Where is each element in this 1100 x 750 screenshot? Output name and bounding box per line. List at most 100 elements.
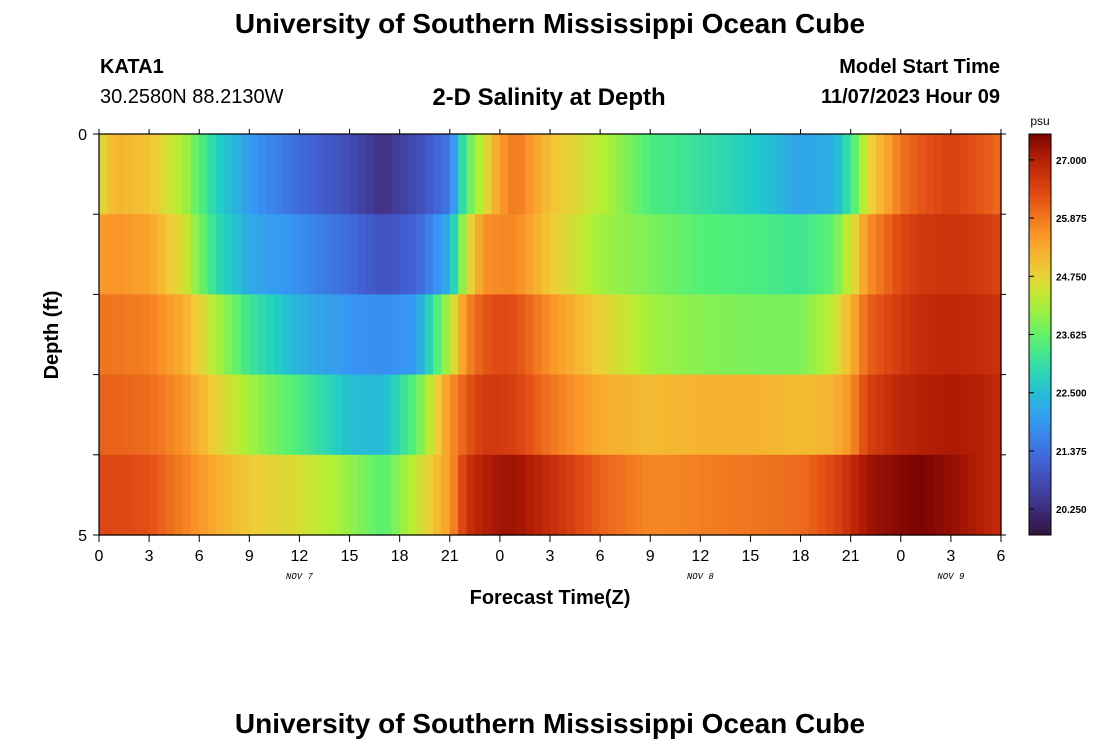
heatmap-cell (299, 134, 309, 215)
heatmap-cell (625, 134, 635, 215)
heatmap-cell (491, 214, 501, 295)
heatmap-cell (215, 134, 225, 215)
heatmap-cell (441, 454, 451, 536)
heatmap-cell (416, 374, 426, 456)
station-coordinates: 30.2580N 88.2130W (100, 86, 284, 108)
heatmap-cell (332, 294, 342, 376)
heatmap-cell (717, 374, 726, 456)
heatmap-cell (708, 294, 718, 376)
heatmap-cell (808, 214, 818, 295)
heatmap-cell (124, 294, 134, 376)
page-title: University of Southern Mississippi Ocean… (234, 8, 866, 39)
heatmap-cell (165, 294, 175, 376)
heatmap-cell (867, 214, 877, 295)
heatmap-cell (808, 294, 818, 376)
heatmap-cell (291, 214, 301, 295)
heatmap-cell (783, 294, 793, 376)
heatmap-cell (558, 454, 568, 536)
heatmap-cell (282, 454, 292, 536)
heatmap-cell (240, 214, 250, 295)
heatmap-cell (683, 214, 693, 295)
heatmap-cell (850, 214, 860, 295)
heatmap-cell (349, 454, 359, 536)
heatmap-cell (950, 214, 960, 295)
heatmap-cell (550, 214, 559, 295)
heatmap-cell (483, 214, 493, 295)
heatmap-cell (458, 454, 468, 536)
heatmap-cell (842, 294, 852, 376)
heatmap-cell (124, 134, 134, 215)
heatmap-cell (357, 214, 367, 295)
heatmap-cell (316, 454, 326, 536)
heatmap-cell (575, 134, 585, 215)
heatmap-cell (550, 374, 559, 456)
heatmap-cell (207, 454, 217, 536)
heatmap-cell (650, 454, 660, 536)
heatmap-cell (466, 214, 476, 295)
heatmap-cell (107, 294, 117, 376)
heatmap-cell (408, 374, 417, 456)
heatmap-cell (533, 294, 543, 376)
heatmap-cell (650, 214, 660, 295)
heatmap-cell (942, 214, 952, 295)
heatmap-cell (474, 214, 484, 295)
heatmap-cell (341, 374, 351, 456)
heatmap-cell (140, 214, 150, 295)
x-tick-label: 12 (291, 548, 309, 565)
x-tick-label: 15 (742, 548, 760, 565)
heatmap-cell (324, 294, 334, 376)
heatmap-cell (332, 214, 342, 295)
heatmap-cell (942, 374, 952, 456)
heatmap-cell (232, 454, 242, 536)
heatmap-cell (291, 294, 301, 376)
heatmap-cell (792, 294, 802, 376)
heatmap-cell (349, 214, 359, 295)
heatmap-cell (124, 454, 134, 536)
x-tick-label: 0 (495, 548, 504, 565)
x-tick-label: 0 (896, 548, 905, 565)
heatmap-cell (107, 454, 117, 536)
heatmap-cell (132, 294, 142, 376)
heatmap-cell (99, 294, 108, 376)
heatmap-cell (725, 294, 735, 376)
heatmap-cell (875, 294, 885, 376)
heatmap-cell (942, 294, 952, 376)
heatmap-cell (174, 134, 184, 215)
heatmap-cell (207, 214, 217, 295)
heatmap-cell (817, 294, 827, 376)
heatmap-cell (232, 374, 242, 456)
y-tick-label: 0 (78, 127, 87, 144)
heatmap-cell (274, 454, 284, 536)
heatmap-cell (917, 294, 927, 376)
heatmap-cell (224, 134, 234, 215)
heatmap-cell (566, 214, 576, 295)
heatmap-cell (257, 214, 267, 295)
heatmap-cell (591, 294, 601, 376)
heatmap-cell (950, 294, 960, 376)
heatmap-cell (349, 134, 359, 215)
heatmap-cell (449, 374, 459, 456)
heatmap-cell (800, 214, 810, 295)
heatmap-cell (149, 294, 159, 376)
heatmap-cell (641, 454, 651, 536)
heatmap-cell (391, 134, 401, 215)
heatmap-cell (240, 134, 250, 215)
heatmap-cell (892, 454, 902, 536)
heatmap-cell (449, 294, 459, 376)
heatmap-cell (466, 374, 476, 456)
heatmap-cell (600, 134, 610, 215)
heatmap-cell (399, 374, 409, 456)
x-tick-label: 3 (546, 548, 555, 565)
heatmap-cell (307, 134, 317, 215)
y-axis: 05 (78, 127, 1006, 545)
heatmap-cell (992, 214, 1002, 295)
heatmap-cell (641, 214, 651, 295)
heatmap-cell (357, 134, 367, 215)
colorbar-tick-label: 25.875 (1056, 214, 1087, 225)
heatmap-cell (658, 214, 668, 295)
heatmap-cell (825, 214, 835, 295)
heatmap-cell (583, 374, 593, 456)
heatmap-cell (291, 374, 301, 456)
heatmap-cell (817, 454, 827, 536)
heatmap-cell (257, 294, 267, 376)
